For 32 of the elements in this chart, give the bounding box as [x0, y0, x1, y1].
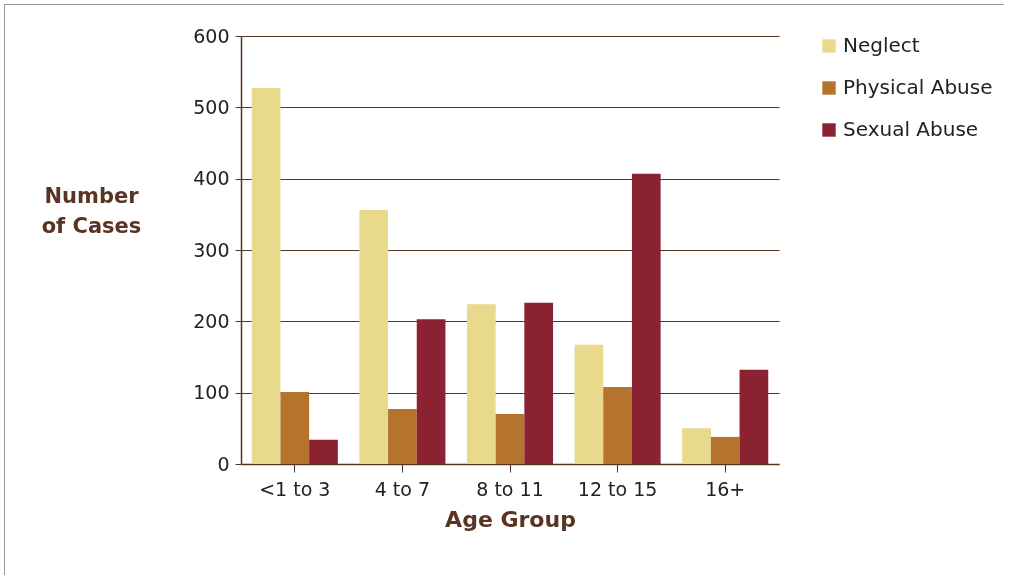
legend-label: Sexual Abuse: [843, 117, 979, 141]
y-axis-title: Number of Cases: [41, 183, 142, 238]
bar: [524, 302, 554, 464]
x-axis-title: Age Group: [445, 506, 576, 532]
y-tick-label: 400: [193, 167, 230, 190]
bar: [280, 391, 310, 464]
bar: [603, 386, 632, 464]
bar: [466, 304, 496, 464]
y-tick-label: 500: [193, 95, 230, 118]
x-tick-label: 12 to 15: [577, 477, 658, 500]
x-tick-label: 4 to 7: [374, 477, 431, 500]
bar: [359, 210, 389, 464]
bar: [631, 173, 661, 464]
x-tick-label: 16+: [705, 477, 746, 500]
y-tick-label: 300: [193, 238, 230, 261]
legend-label: Neglect: [843, 33, 920, 57]
bar: [574, 344, 604, 464]
bar: [495, 414, 525, 464]
bar: [309, 439, 338, 464]
legend-label: Physical Abuse: [843, 75, 993, 99]
bar: [251, 88, 281, 464]
bar: [388, 409, 417, 464]
y-tick-label: 200: [193, 309, 230, 332]
y-tick-label: 100: [193, 381, 230, 404]
bar: [739, 369, 769, 464]
y-tick-label: 600: [193, 24, 230, 47]
x-tick-label: <1 to 3: [259, 477, 331, 500]
y-tick-label: 0: [217, 452, 230, 475]
bar: [416, 319, 446, 464]
bar: [682, 428, 711, 464]
bar: [710, 436, 740, 464]
x-tick-label: 8 to 11: [476, 477, 544, 500]
